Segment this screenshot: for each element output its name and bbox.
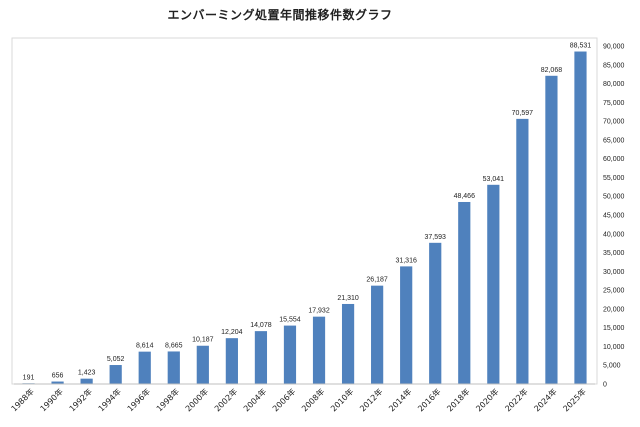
bar-value-label: 48,466 (454, 193, 476, 200)
x-tick-label: 1988年 (9, 386, 36, 413)
bar (516, 118, 529, 384)
bar-value-label: 31,316 (395, 257, 417, 264)
bar (167, 351, 180, 384)
bar-value-label: 14,078 (250, 322, 272, 329)
x-tick-label: 1990年 (38, 386, 65, 413)
bar-labels-group: 191 656 1,423 5,052 8,614 8,665 10,187 12,204 14… (23, 43, 592, 382)
x-tick-label: 2018年 (445, 386, 472, 413)
bar (312, 316, 326, 384)
x-tick-label: 1992年 (67, 386, 94, 413)
y-tick-label: 5,000 (603, 363, 621, 370)
bar (400, 266, 413, 384)
bar (283, 325, 297, 384)
y-tick-label: 15,000 (603, 325, 625, 332)
bars-group (22, 51, 587, 385)
x-tick-label: 2004年 (241, 386, 268, 413)
bar-value-label: 26,187 (366, 277, 388, 284)
x-tick-label: 2025年 (561, 386, 588, 413)
bar-value-label: 8,665 (165, 342, 183, 349)
y-tick-label: 60,000 (603, 156, 625, 163)
x-tick-label: 2006年 (270, 386, 297, 413)
x-tick-label: 2002年 (212, 386, 239, 413)
y-tick-label: 75,000 (603, 100, 625, 107)
x-tick-label: 2010年 (328, 386, 355, 413)
x-tick-label: 2008年 (299, 386, 326, 413)
chart-title: エンバーミング処置年間推移件数グラフ (167, 8, 393, 22)
y-tick-label: 20,000 (603, 306, 625, 313)
bar (225, 338, 238, 384)
y-tick-label: 90,000 (603, 44, 625, 51)
x-tick-label: 2022年 (503, 386, 530, 413)
bar (109, 365, 122, 384)
bar-value-label: 70,597 (512, 110, 534, 117)
bar (371, 285, 384, 384)
bar (138, 351, 151, 384)
bar (51, 381, 64, 384)
x-tick-label: 2014年 (386, 386, 413, 413)
y-tick-label: 80,000 (603, 81, 625, 88)
bar-value-label: 12,204 (221, 329, 243, 336)
y-tick-label: 85,000 (603, 62, 625, 69)
y-tick-label: 25,000 (603, 288, 625, 295)
y-tick-label: 45,000 (603, 213, 625, 220)
bar-value-label: 8,614 (136, 343, 154, 350)
y-tick-label: 0 (603, 382, 607, 389)
bar-value-label: 37,593 (425, 234, 447, 241)
y-tick-label: 30,000 (603, 269, 625, 276)
bar-value-label: 17,932 (308, 308, 330, 315)
bar (487, 184, 500, 384)
bar (545, 75, 558, 385)
y-tick-label: 40,000 (603, 231, 625, 238)
bar-value-label: 1,423 (78, 370, 96, 377)
y-tick-label: 55,000 (603, 175, 625, 182)
y-axis: 0 5,000 10,000 15,000 20,000 25,000 30,000 35,0… (603, 44, 625, 389)
y-tick-label: 10,000 (603, 344, 625, 351)
bar-value-label: 88,531 (570, 43, 592, 50)
plot-frame (11, 37, 598, 385)
bar (429, 242, 442, 384)
bar-value-label: 10,187 (192, 337, 214, 344)
x-tick-label: 1996年 (125, 386, 152, 413)
x-tick-label: 2016年 (416, 386, 443, 413)
y-tick-label: 35,000 (603, 250, 625, 257)
bar-value-label: 82,068 (541, 67, 563, 74)
bar (196, 345, 209, 384)
bar (80, 378, 93, 384)
x-tick-label: 2020年 (474, 386, 501, 413)
y-tick-label: 65,000 (603, 137, 625, 144)
bar-value-label: 5,052 (107, 356, 125, 363)
x-tick-label: 2012年 (357, 386, 384, 413)
bar (254, 331, 268, 384)
bar (458, 201, 471, 384)
y-tick-label: 50,000 (603, 194, 625, 201)
x-tick-label: 1998年 (154, 386, 181, 413)
bar-value-label: 191 (23, 374, 35, 381)
bar (574, 51, 587, 385)
x-tick-label: 1994年 (96, 386, 123, 413)
bar-value-label: 21,310 (337, 295, 359, 302)
bar-value-label: 656 (52, 373, 64, 380)
x-tick-label: 2024年 (532, 386, 559, 413)
x-axis: 1988年 1990年 1992年 1994年 1996年 1998年 2000年 2002年… (9, 383, 595, 413)
bar-value-label: 53,041 (483, 176, 505, 183)
bar (341, 303, 355, 384)
bar-value-label: 15,554 (279, 317, 301, 324)
y-tick-label: 70,000 (603, 119, 625, 126)
x-tick-label: 2000年 (183, 386, 210, 413)
